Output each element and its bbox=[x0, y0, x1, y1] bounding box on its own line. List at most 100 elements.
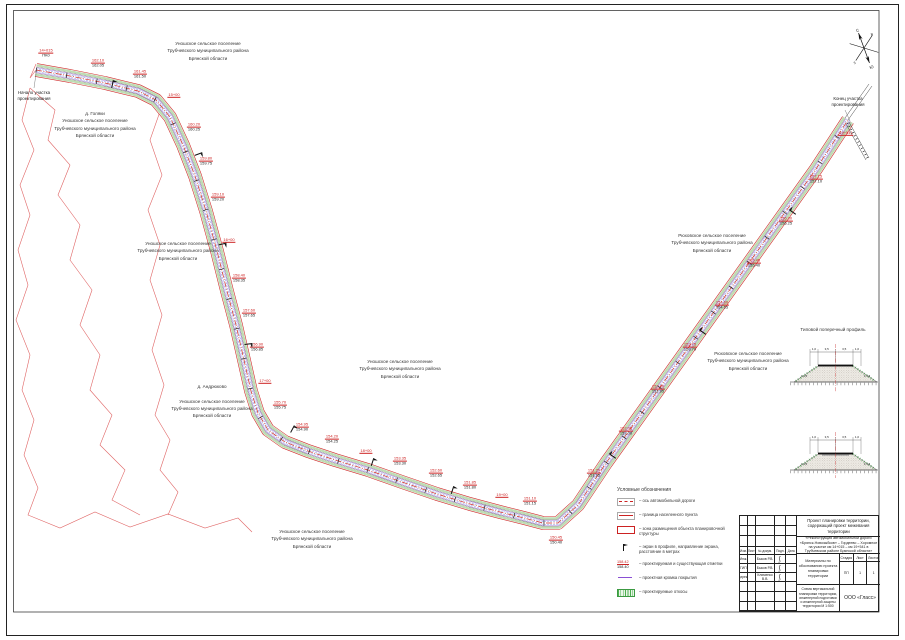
sign-row-cell: Клименко В.В. bbox=[755, 573, 776, 582]
svg-text:1:1,5: 1:1,5 bbox=[801, 462, 808, 466]
sheet-header: Лист bbox=[854, 554, 868, 561]
screen-flag-icon bbox=[788, 209, 797, 215]
legend-item-label: – экран в профиле, направление экрана, р… bbox=[639, 543, 719, 554]
elevation-marker: 18+00 bbox=[359, 447, 373, 454]
elevation-marker: 161.45 161.50 bbox=[132, 68, 148, 79]
settlement-label: Уношское сельское поселение Трубчевского… bbox=[167, 41, 249, 61]
title-block-cell bbox=[747, 536, 756, 547]
legend-title: Условные обозначения bbox=[617, 487, 672, 493]
sheets-header: Листов bbox=[868, 555, 880, 560]
legend-item: – проектная кромка покрытия bbox=[617, 575, 742, 582]
sign-row-cell: ʃ bbox=[775, 564, 787, 573]
elevation-marker: 159.80 159.75 bbox=[198, 155, 214, 166]
elevation-marker: 151.20 151.25 bbox=[586, 467, 602, 478]
title-block-cell bbox=[747, 602, 756, 611]
title-block-cell bbox=[740, 582, 748, 592]
title-block-cell bbox=[755, 516, 776, 526]
legend-item: – экран в профиле, направление экрана, р… bbox=[617, 543, 742, 555]
sign-row-cell: Быков Р.В. bbox=[755, 564, 776, 573]
sign-row-cell: ГИП bbox=[740, 564, 748, 573]
svg-text:3,5: 3,5 bbox=[842, 347, 847, 351]
inner-frame bbox=[13, 10, 880, 613]
sign-row-cell: Быков Р.В. bbox=[755, 555, 776, 564]
svg-text:Ю: Ю bbox=[869, 64, 875, 70]
title-block-cell bbox=[775, 582, 787, 592]
elevation-marker: 153.35 153.30 bbox=[392, 455, 408, 466]
sheet-value: 1 bbox=[854, 562, 868, 584]
sheets-value: 1 bbox=[872, 571, 875, 575]
legend-swatch-slope bbox=[617, 589, 635, 597]
svg-text:З: З bbox=[853, 61, 856, 65]
svg-text:3,5: 3,5 bbox=[825, 435, 830, 439]
elevation-marker: 19+00 bbox=[495, 491, 509, 498]
title-block-cell bbox=[775, 602, 787, 611]
settlement-label: Уношское сельское поселение Трубчевского… bbox=[271, 529, 353, 549]
elevation-marker: 153.75 153.70 bbox=[682, 341, 698, 352]
svg-text:1,0: 1,0 bbox=[855, 347, 860, 351]
sign-header-cell: Изм. bbox=[740, 547, 748, 555]
sign-row-cell bbox=[786, 564, 797, 573]
sign-header-cell: Дата bbox=[786, 547, 797, 555]
svg-text:С: С bbox=[855, 27, 860, 33]
title-block: Изм. Лист № докум. Подп. Дата Инж. Быков Р.В. ʃ… bbox=[739, 515, 880, 612]
title-block-cell bbox=[747, 582, 756, 592]
start-of-section-label: Начало участка проектирования bbox=[17, 90, 51, 101]
settlement-label: Уношское сельское поселение Трубчевского… bbox=[137, 241, 219, 261]
title-block-cell bbox=[740, 526, 748, 536]
sign-row-cell: Инж. bbox=[740, 555, 748, 564]
elevation-marker: 154.60 154.65 bbox=[714, 299, 730, 310]
svg-text:1:1,5: 1:1,5 bbox=[801, 374, 808, 378]
title-block-cell bbox=[786, 592, 797, 602]
legend-item-label: – ось автомобильной дороги bbox=[639, 498, 695, 503]
screen-flag-icon bbox=[698, 329, 707, 335]
elevation-marker: 156.90 156.85 bbox=[249, 341, 265, 352]
title-block-sign-table: Изм. Лист № докум. Подп. Дата Инж. Быков Р.В. ʃ… bbox=[740, 516, 797, 611]
title-block-cell bbox=[755, 592, 776, 602]
title-block-cell bbox=[747, 516, 756, 526]
title-block-right: Проект планировки территории, содержащий… bbox=[797, 516, 880, 611]
legend-item-label: – проектируемые откосы bbox=[639, 589, 688, 594]
cross-section-1: 1,0 3,5 3,5 1,0 1:1,5 1:1,5 bbox=[790, 344, 878, 392]
title-block-cell bbox=[775, 516, 787, 526]
legend-item: – граница населенного пункта bbox=[617, 512, 742, 520]
stage-header: Стадия bbox=[840, 554, 854, 561]
north-compass-icon: С В Ю З bbox=[849, 27, 879, 70]
screen-flag-icon bbox=[244, 342, 253, 346]
elevation-marker: 151.10 151.15 bbox=[522, 495, 538, 506]
elevation-marker: 16+00 bbox=[222, 236, 236, 243]
svg-text:1:1,5: 1:1,5 bbox=[864, 374, 871, 378]
svg-text:3,5: 3,5 bbox=[842, 435, 847, 439]
stage-value: ПП bbox=[840, 562, 854, 584]
elevation-marker: 150.45 150.40 bbox=[548, 534, 564, 545]
title-block-cell bbox=[740, 516, 748, 526]
screen-flag-icon bbox=[111, 79, 114, 89]
legend-item: – ось автомобильной дороги bbox=[617, 498, 742, 506]
elevation-marker: 152.60 152.65 bbox=[428, 467, 444, 478]
elevation-marker: 151.85 151.80 bbox=[462, 479, 478, 490]
settlement-label: Рюховское сельское поселение Трубчевског… bbox=[671, 233, 753, 253]
legend-item-label: – проектная кромка покрытия bbox=[639, 575, 697, 580]
elevation-marker: 152.05 152.00 bbox=[618, 425, 634, 436]
sign-row-cell: ʃ bbox=[775, 555, 787, 564]
elevation-marker: 154.20 154.25 bbox=[324, 433, 340, 444]
title-block-cell bbox=[775, 592, 787, 602]
sign-row-cell bbox=[786, 555, 797, 564]
elevation-marker: 160.20 160.25 bbox=[186, 121, 202, 132]
legend-item-label: – зона размещения объекта планировочной … bbox=[639, 526, 725, 537]
elevation-marker: 157.15 157.10 bbox=[808, 173, 824, 184]
legend-item: – проектируемые откосы bbox=[617, 589, 742, 597]
sign-row-cell: Директ bbox=[740, 573, 748, 582]
legend-item: 158.42 158.40 – проектируемая и существующ… bbox=[617, 560, 742, 569]
project-name: «Реконструкция автомобильной дороги «Бря… bbox=[797, 536, 880, 554]
road-end-details bbox=[33, 73, 873, 161]
screen-flag-icon bbox=[194, 152, 203, 156]
elevation-marker: 156.30 156.25 bbox=[778, 215, 794, 226]
elevation-marker: 14+015 ПК0 bbox=[38, 47, 54, 58]
sign-row-cell bbox=[747, 555, 756, 564]
elevation-marker: 159.10 159.20 bbox=[210, 191, 226, 202]
svg-text:В: В bbox=[870, 32, 874, 37]
cross-section-2: 1,0 3,5 3,5 1,0 1:1,5 1:1,5 bbox=[790, 432, 878, 478]
